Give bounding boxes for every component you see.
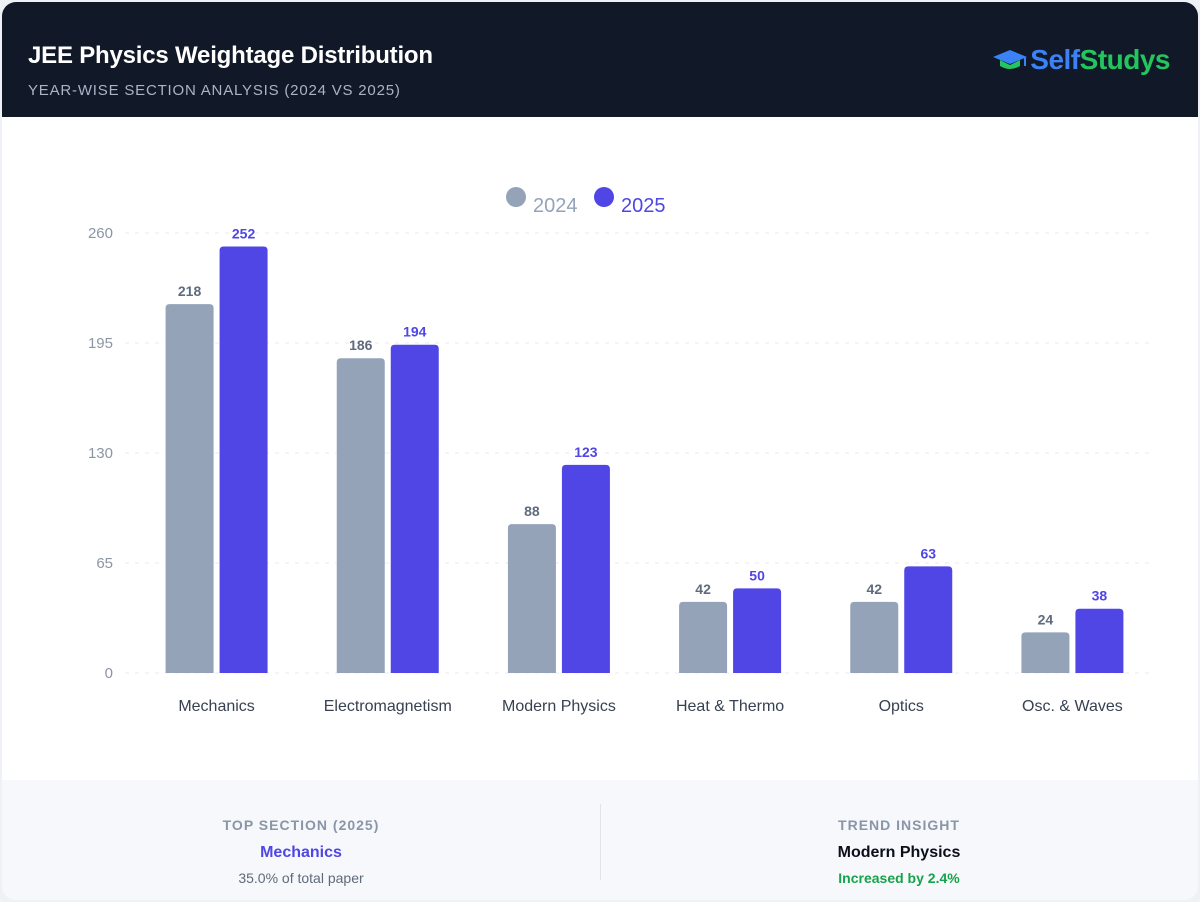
top-section-label: TOP SECTION (2025) bbox=[222, 817, 380, 833]
top-section-stat: TOP SECTION (2025) Mechanics 35.0% of to… bbox=[2, 780, 600, 900]
bar-2024 bbox=[507, 524, 556, 673]
x-tick-label: Optics bbox=[879, 698, 924, 715]
bar-2025 bbox=[733, 588, 782, 673]
x-tick-label: Modern Physics bbox=[502, 698, 616, 715]
graduation-cap-icon bbox=[993, 50, 1028, 69]
x-tick-label: Mechanics bbox=[178, 698, 254, 715]
trend-value: Modern Physics bbox=[837, 844, 961, 861]
bar-2024 bbox=[679, 601, 728, 673]
header: JEE Physics Weightage Distribution YEAR-… bbox=[2, 2, 1198, 117]
data-label: 88 bbox=[524, 503, 540, 519]
data-label: 50 bbox=[749, 567, 765, 583]
trend-sub: Increased by 2.4% bbox=[838, 870, 960, 886]
legend-label: 2024 bbox=[533, 195, 578, 217]
bar-2025 bbox=[390, 344, 439, 673]
top-section-value: Mechanics bbox=[260, 844, 342, 861]
y-tick-label: 65 bbox=[96, 555, 113, 572]
data-label: 123 bbox=[574, 444, 598, 460]
y-tick-label: 0 bbox=[105, 665, 113, 682]
page-title: JEE Physics Weightage Distribution bbox=[28, 42, 433, 69]
data-label: 42 bbox=[695, 581, 711, 597]
data-label: 252 bbox=[232, 226, 256, 242]
bar-chart: 0 65 130 195 260 218 252 Mechanics 186 194 Electro… bbox=[88, 187, 1152, 715]
bar-2024 bbox=[1021, 632, 1070, 673]
bar-2024 bbox=[336, 358, 385, 673]
x-tick-label: Osc. & Waves bbox=[1022, 698, 1123, 715]
brand-part1: Self bbox=[1030, 44, 1080, 75]
brand-logo: Self Studys bbox=[992, 44, 1171, 76]
chart-area: 0 65 130 195 260 218 252 Mechanics 186 194 Electro… bbox=[2, 117, 1198, 780]
x-tick-label: Electromagnetism bbox=[324, 698, 452, 715]
y-tick-label: 130 bbox=[88, 445, 113, 462]
bar-2025 bbox=[561, 464, 610, 673]
page-subtitle: YEAR-WISE SECTION ANALYSIS (2024 VS 2025… bbox=[28, 82, 401, 99]
stats-footer: TOP SECTION (2025) Mechanics 35.0% of to… bbox=[2, 780, 1198, 900]
data-label: 186 bbox=[349, 337, 373, 353]
legend-marker bbox=[594, 187, 614, 207]
legend-marker bbox=[506, 187, 526, 207]
trend-insight-stat: TREND INSIGHT Modern Physics Increased b… bbox=[600, 780, 1198, 900]
data-label: 194 bbox=[403, 324, 427, 340]
data-label: 63 bbox=[920, 545, 936, 561]
top-section-sub: 35.0% of total paper bbox=[238, 870, 364, 886]
data-label: 218 bbox=[178, 283, 202, 299]
trend-label: TREND INSIGHT bbox=[838, 817, 960, 833]
data-label: 38 bbox=[1092, 588, 1108, 604]
data-label: 24 bbox=[1038, 611, 1054, 627]
bar-2025 bbox=[904, 566, 953, 673]
y-tick-label: 195 bbox=[88, 335, 113, 352]
brand-part2: Studys bbox=[1079, 44, 1171, 75]
y-tick-label: 260 bbox=[88, 225, 113, 242]
legend-label: 2025 bbox=[621, 195, 666, 217]
bar-2024 bbox=[165, 304, 214, 673]
data-label: 42 bbox=[866, 581, 882, 597]
bar-2025 bbox=[1075, 608, 1124, 673]
bar-2024 bbox=[850, 601, 899, 673]
x-tick-label: Heat & Thermo bbox=[676, 698, 784, 715]
footer-divider bbox=[600, 804, 601, 880]
bar-2025 bbox=[219, 246, 268, 674]
